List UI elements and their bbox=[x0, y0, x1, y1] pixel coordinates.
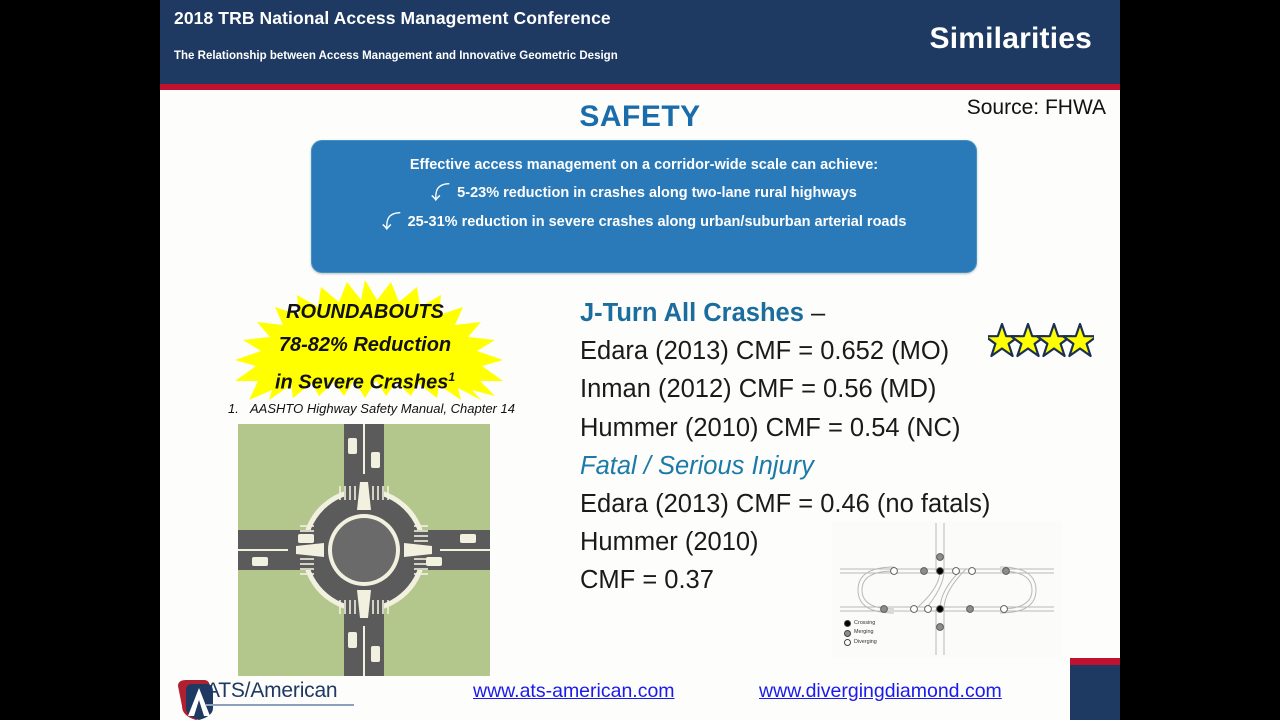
callout-lead-text: Effective access management on a corrido… bbox=[409, 157, 879, 173]
jturn-heading-dash: – bbox=[803, 299, 826, 327]
footer-accent-stripe bbox=[1070, 658, 1120, 665]
legend-item-merging: Merging bbox=[844, 628, 877, 637]
right-text-column: J-Turn All Crashes – Edara (2013) CMF = … bbox=[580, 294, 1100, 600]
starburst-line-3-label: in Severe Crashes bbox=[274, 371, 449, 394]
roundabout-svg bbox=[233, 419, 495, 681]
conference-subtitle: The Relationship between Access Manageme… bbox=[174, 50, 618, 62]
study-line-inman-2012: Inman (2012) CMF = 0.56 (MD) bbox=[580, 375, 937, 404]
study-line-cmf-037: CMF = 0.37 bbox=[580, 566, 714, 595]
slide-title: Similarities bbox=[929, 22, 1092, 55]
starburst-text: ROUNDABOUTS 78-82% Reduction in Severe C… bbox=[165, 296, 565, 399]
callout-bullet-2-label: 25-31% reduction in severe crashes along… bbox=[407, 214, 907, 230]
logo-text: ATS/American bbox=[206, 679, 338, 702]
section-heading: SAFETY bbox=[579, 100, 701, 133]
callout-source: Source: FHWA bbox=[966, 96, 1106, 119]
diverging-dot-icon bbox=[844, 639, 851, 647]
study-line-edara-2013: Edara (2013) CMF = 0.652 (MO) bbox=[580, 337, 950, 366]
ats-logo-icon bbox=[178, 680, 213, 720]
jturn-legend: Crossing Merging Diverging bbox=[844, 619, 877, 647]
star-rating bbox=[983, 320, 1099, 364]
starburst-callout: ROUNDABOUTS 78-82% Reduction in Severe C… bbox=[165, 278, 565, 400]
jturn-svg bbox=[832, 521, 1062, 657]
starburst-footnote-marker: 1 bbox=[448, 370, 456, 384]
jturn-heading: J-Turn All Crashes – bbox=[580, 294, 1100, 332]
footer-navy-block bbox=[1070, 665, 1120, 720]
footnote-number: 1. bbox=[228, 401, 239, 416]
study-line-edara-2013-fatal: Edara (2013) CMF = 0.46 (no fatals) bbox=[580, 490, 991, 519]
jturn-diagram-image: Crossing Merging Diverging bbox=[832, 521, 1062, 657]
legend-label-diverging: Diverging bbox=[854, 638, 877, 645]
callout-bullet-1-label: 5-23% reduction in crashes along two-lan… bbox=[457, 185, 857, 201]
fatal-serious-injury-subheading: Fatal / Serious Injury bbox=[580, 451, 814, 480]
study-line-hummer-2010-fatal: Hummer (2010) bbox=[580, 528, 759, 557]
roundabout-diagram-image bbox=[233, 419, 495, 681]
link-divergingdiamond[interactable]: www.divergingdiamond.com bbox=[759, 680, 1002, 702]
starburst-line-2: 78-82% Reduction bbox=[278, 333, 452, 356]
conference-title: 2018 TRB National Access Management Conf… bbox=[174, 8, 611, 28]
starburst-line-1: ROUNDABOUTS bbox=[286, 301, 444, 323]
four-stars-icon bbox=[983, 322, 1099, 358]
jturn-heading-label: J-Turn All Crashes bbox=[580, 299, 804, 327]
arrow-icon: ⤵ bbox=[431, 183, 451, 204]
slide-header-bar: 2018 TRB National Access Management Conf… bbox=[160, 0, 1120, 84]
header-accent-stripe bbox=[160, 84, 1120, 90]
starburst-shape-icon bbox=[235, 280, 503, 400]
legend-label-merging: Merging bbox=[854, 629, 874, 636]
crossing-dot-icon bbox=[844, 620, 851, 628]
starburst-line-3: in Severe Crashes1 bbox=[165, 361, 565, 399]
presentation-slide: 2018 TRB National Access Management Conf… bbox=[160, 0, 1120, 720]
callout-bullet-1: ⤵ 5-23% reduction in crashes along two-la… bbox=[312, 183, 976, 204]
merging-dot-icon bbox=[844, 629, 851, 637]
callout-bullet-2: ⤵ 25-31% reduction in severe crashes alon… bbox=[312, 212, 976, 233]
logo-underline bbox=[206, 704, 354, 706]
callout-box: Effective access management on a corrido… bbox=[311, 140, 977, 273]
legend-label-crossing: Crossing bbox=[854, 620, 876, 626]
legend-item-diverging: Diverging bbox=[844, 638, 877, 647]
link-ats-american[interactable]: www.ats-american.com bbox=[473, 680, 675, 702]
ats-american-logo bbox=[174, 676, 374, 720]
legend-item-crossing: Crossing bbox=[844, 619, 877, 628]
arrow-icon: ⤵ bbox=[381, 212, 401, 233]
footnote: 1. AASHTO Highway Safety Manual, Chapter … bbox=[228, 401, 568, 416]
footnote-text: AASHTO Highway Safety Manual, Chapter 14 bbox=[250, 401, 515, 416]
study-line-hummer-2010: Hummer (2010) CMF = 0.54 (NC) bbox=[580, 413, 961, 442]
